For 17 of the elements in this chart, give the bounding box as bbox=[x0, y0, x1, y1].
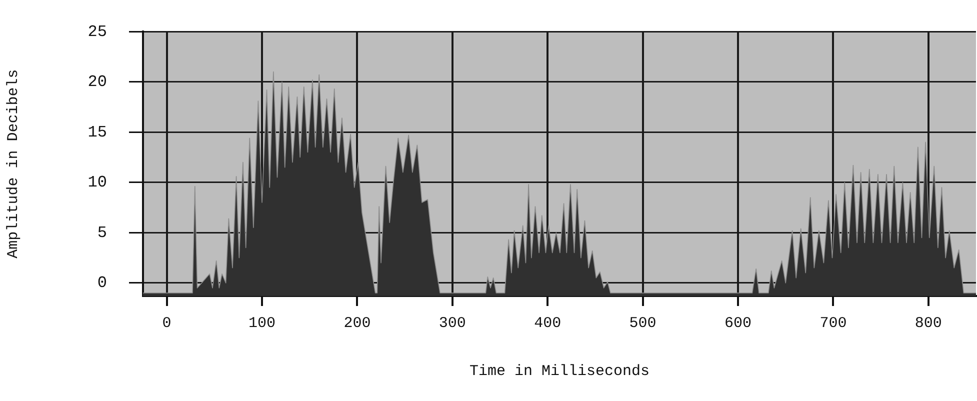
x-axis-title: Time in Milliseconds bbox=[469, 362, 650, 380]
y-tick-label: 5 bbox=[97, 224, 107, 242]
x-tick-label: 600 bbox=[724, 314, 752, 332]
x-tick-label: 0 bbox=[162, 314, 172, 332]
y-tick-label: 0 bbox=[97, 274, 107, 292]
x-tick-label: 800 bbox=[914, 314, 942, 332]
y-tick-label: 10 bbox=[88, 174, 107, 192]
x-tick-label: 100 bbox=[248, 314, 276, 332]
y-tick-label: 25 bbox=[88, 22, 107, 41]
x-tick-label: 200 bbox=[344, 314, 371, 332]
y-tick-label: 15 bbox=[88, 123, 107, 142]
y-tick-label: 20 bbox=[88, 73, 107, 92]
y-axis-title: Amplitude in Decibels bbox=[4, 69, 22, 258]
x-tick-label: 300 bbox=[438, 314, 466, 332]
x-tick-label: 500 bbox=[629, 314, 656, 332]
x-tick-label: 400 bbox=[534, 314, 562, 332]
x-tick-label: 700 bbox=[820, 314, 847, 332]
